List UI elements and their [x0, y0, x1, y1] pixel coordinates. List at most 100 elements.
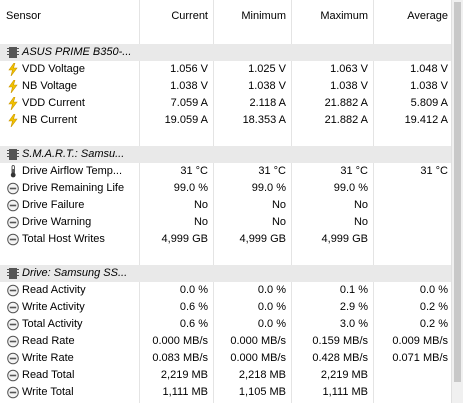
maximum-value: 21.882 A	[324, 114, 368, 126]
sensor-row[interactable]: VDD Voltage 1.056 V 1.025 V 1.063 V 1.048 V	[0, 61, 451, 78]
maximum-value: 1,111 MB	[322, 386, 368, 398]
average-value	[374, 231, 451, 248]
current-value: No	[193, 199, 208, 211]
average-value	[374, 214, 451, 231]
column-divider	[373, 0, 374, 403]
minimum-value: 0.0 %	[257, 301, 286, 313]
maximum-value: 0.428 MB/s	[312, 352, 368, 364]
minimum-value: 1,105 MB	[238, 386, 286, 398]
maximum-value: 1.063 V	[330, 63, 368, 75]
sensor-row[interactable]: Drive Airflow Temp... 31 °C 31 °C 31 °C 31 °…	[0, 163, 451, 180]
column-header-maximum[interactable]: Maximum	[320, 10, 368, 22]
sensor-name: NB Current	[22, 114, 78, 126]
minimum-value: 1.038 V	[248, 80, 286, 92]
maximum-value: 3.0 %	[339, 318, 368, 330]
sensor-row[interactable]: Drive Failure No No No	[0, 197, 451, 214]
maximum-value: 2.9 %	[339, 301, 368, 313]
minimum-value: 0.0 %	[257, 284, 286, 296]
sensor-row[interactable]: Write Total 1,111 MB 1,105 MB 1,111 MB	[0, 384, 451, 401]
current-value: No	[193, 216, 208, 228]
minimum-value: 0.0 %	[257, 318, 286, 330]
current-value: 0.0 %	[179, 284, 208, 296]
column-header-sensor[interactable]: Sensor	[6, 10, 41, 22]
sensor-row[interactable]: Drive Remaining Life 99.0 % 99.0 % 99.0 %	[0, 180, 451, 197]
minimum-value: 4,999 GB	[239, 233, 286, 245]
sensor-name: Read Total	[22, 369, 75, 381]
maximum-value: No	[353, 216, 368, 228]
sensor-row[interactable]: Write Activity 0.6 % 0.0 % 2.9 % 0.2 %	[0, 299, 451, 316]
average-value	[374, 367, 451, 384]
minimum-value: 99.0 %	[251, 182, 286, 194]
minimum-value: 2.118 A	[249, 97, 287, 109]
column-divider	[139, 0, 140, 403]
sensor-name: NB Voltage	[22, 80, 78, 92]
column-header-current[interactable]: Current	[171, 10, 208, 22]
sensor-row[interactable]: VDD Current 7.059 A 2.118 A 21.882 A 5.809 A	[0, 95, 451, 112]
column-divider	[291, 0, 292, 403]
average-value	[374, 384, 451, 401]
current-value: 1,111 MB	[162, 386, 208, 398]
sensor-row[interactable]: Total Host Writes 4,999 GB 4,999 GB 4,999 G…	[0, 231, 451, 248]
minimum-value: 2,218 MB	[238, 369, 286, 381]
average-value: 0.0 %	[419, 284, 448, 296]
sensor-row[interactable]: Read Total 2,219 MB 2,218 MB 2,219 MB	[0, 367, 451, 384]
minimum-value: No	[271, 199, 286, 211]
column-header-average[interactable]: Average	[407, 10, 448, 22]
current-value: 31 °C	[180, 165, 208, 177]
sensor-group[interactable]: ASUS PRIME B350-...	[0, 44, 451, 61]
maximum-value: 21.882 A	[324, 97, 368, 109]
sensor-name: Drive Airflow Temp...	[22, 165, 123, 177]
minimum-value: 0.000 MB/s	[230, 352, 286, 364]
current-value: 99.0 %	[173, 182, 208, 194]
maximum-value: 1.038 V	[330, 80, 368, 92]
sensor-name: Total Host Writes	[22, 233, 105, 245]
sensor-group[interactable]: S.M.A.R.T.: Samsu...	[0, 146, 451, 163]
current-value: 19.059 A	[164, 114, 208, 126]
maximum-value: 99.0 %	[333, 182, 368, 194]
minimum-value: 18.353 A	[242, 114, 286, 126]
maximum-value: 0.1 %	[339, 284, 368, 296]
sensor-row[interactable]: Drive Warning No No No	[0, 214, 451, 231]
current-value: 0.6 %	[179, 318, 208, 330]
minimum-value: No	[271, 216, 286, 228]
column-header-minimum[interactable]: Minimum	[241, 10, 286, 22]
minimum-value: 31 °C	[258, 165, 286, 177]
sensor-row[interactable]: NB Current 19.059 A 18.353 A 21.882 A 19.412…	[0, 112, 451, 129]
group-title: Drive: Samsung SS...	[22, 267, 128, 279]
current-value: 2,219 MB	[160, 369, 208, 381]
group-title: S.M.A.R.T.: Samsu...	[22, 148, 125, 160]
current-value: 1.056 V	[170, 63, 208, 75]
sensor-name: VDD Current	[22, 97, 85, 109]
average-value: 0.071 MB/s	[392, 352, 448, 364]
average-value: 5.809 A	[410, 97, 448, 109]
sensor-row[interactable]: Read Activity 0.0 % 0.0 % 0.1 % 0.0 %	[0, 282, 451, 299]
scrollbar-thumb[interactable]	[454, 2, 461, 382]
current-value: 4,999 GB	[161, 233, 208, 245]
sensor-group[interactable]: Drive: Samsung SS...	[0, 265, 451, 282]
current-value: 0.6 %	[179, 301, 208, 313]
sensor-name: Write Activity	[22, 301, 85, 313]
maximum-value: 0.159 MB/s	[312, 335, 368, 347]
sensor-row[interactable]: Read Rate 0.000 MB/s 0.000 MB/s 0.159 MB/s 0…	[0, 333, 451, 350]
sensor-row[interactable]: Write Rate 0.083 MB/s 0.000 MB/s 0.428 MB/s…	[0, 350, 451, 367]
average-value: 0.2 %	[419, 301, 448, 313]
sensor-name: Drive Remaining Life	[22, 182, 125, 194]
sensor-name: Drive Failure	[22, 199, 85, 211]
sensor-name: Write Total	[22, 386, 74, 398]
sensor-row[interactable]: NB Voltage 1.038 V 1.038 V 1.038 V 1.038 V	[0, 78, 451, 95]
sensor-name: VDD Voltage	[22, 63, 85, 75]
sensor-row[interactable]: Total Activity 0.6 % 0.0 % 3.0 % 0.2 %	[0, 316, 451, 333]
vertical-scrollbar[interactable]	[451, 0, 463, 403]
column-header-row: Sensor Current Minimum Maximum Average	[0, 0, 451, 33]
average-value: 31 °C	[420, 165, 448, 177]
column-divider	[213, 0, 214, 403]
current-value: 0.083 MB/s	[152, 352, 208, 364]
sensor-name: Read Rate	[22, 335, 75, 347]
current-value: 1.038 V	[170, 80, 208, 92]
average-value: 1.038 V	[410, 80, 448, 92]
maximum-value: 4,999 GB	[321, 233, 368, 245]
average-value: 0.2 %	[419, 318, 448, 330]
maximum-value: No	[353, 199, 368, 211]
sensor-name: Total Activity	[22, 318, 83, 330]
maximum-value: 2,219 MB	[320, 369, 368, 381]
